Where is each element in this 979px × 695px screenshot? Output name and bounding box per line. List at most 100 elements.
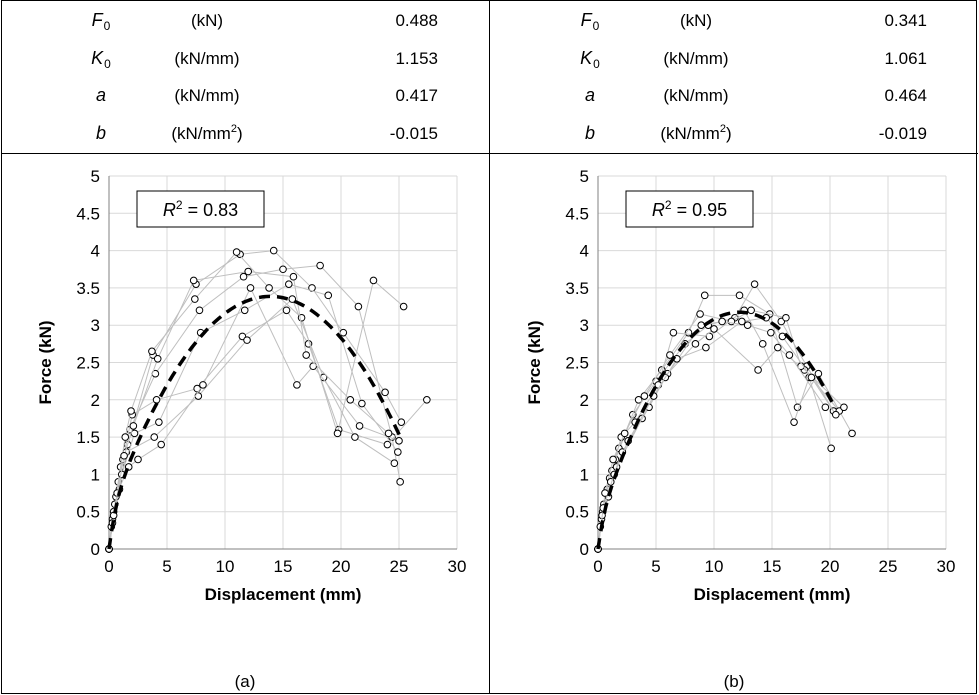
y-tick-label: 1.5 [76, 428, 100, 447]
y-axis-title: Force (kN) [36, 320, 55, 404]
data-point [189, 276, 198, 285]
data-point [848, 429, 856, 438]
data-point [346, 396, 355, 404]
param-unit: (kN/mm) [663, 77, 728, 114]
data-point [782, 313, 790, 322]
param-value: -0.019 [878, 123, 927, 143]
data-point [609, 455, 617, 464]
data-point [620, 429, 629, 438]
param-symbol-subscript: 0 [592, 19, 600, 33]
data-point [195, 306, 204, 315]
data-point [700, 291, 709, 300]
data-point [354, 302, 363, 311]
data-point [384, 429, 393, 438]
data-point [152, 396, 161, 404]
y-tick-label: 5 [91, 167, 100, 186]
param-symbol-subscript: 0 [593, 56, 600, 71]
y-tick-label: 1 [580, 465, 589, 484]
y-tick-label: 2.5 [565, 354, 589, 373]
param-value: -0.015 [389, 123, 438, 143]
data-point [324, 291, 333, 300]
param-symbol-letter: K [91, 47, 104, 68]
chart-panel-b: 0 5 10 15 20 25 30 0 0.5 1 1.5 2 2.5 3 3.5 4 4.5 5 Displac… [490, 155, 978, 693]
param-row: K0 (kN/mm) 1.061 [490, 40, 978, 77]
row-divider [1, 153, 978, 154]
param-unit: (kN/mm) [663, 40, 728, 77]
param-unit-exponent: 2 [719, 122, 726, 135]
data-point [351, 433, 359, 441]
x-tick-label: 20 [821, 557, 840, 576]
data-point [153, 354, 162, 363]
param-row: a (kN/mm) 0.417 [1, 77, 489, 114]
data-point [778, 332, 787, 341]
data-point [718, 317, 726, 326]
data-point [282, 306, 291, 315]
param-symbol: K0 [91, 40, 111, 83]
r-exponent: 2 [665, 198, 672, 212]
param-unit: (kN/mm2) [171, 115, 242, 152]
data-point [134, 455, 142, 464]
data-point [150, 433, 159, 441]
y-tick-label: 2 [91, 391, 100, 410]
data-point [691, 340, 700, 348]
series-line [108, 283, 399, 550]
data-series [105, 267, 393, 553]
data-point [199, 381, 207, 389]
param-value: 0.417 [395, 86, 438, 105]
param-symbol-letter: K [580, 47, 593, 68]
param-symbol: K0 [580, 40, 600, 83]
data-point [814, 369, 823, 378]
data-series [594, 306, 848, 553]
data-point [840, 403, 848, 412]
y-tick-label: 5 [580, 167, 589, 186]
r-value: = 0.83 [183, 200, 239, 220]
data-point [265, 284, 273, 292]
series-line [597, 320, 826, 550]
r-squared-label: R2 = 0.83 [163, 198, 238, 220]
parameter-table-b: F0 (kN) 0.341 K0 (kN/mm) 1.061 a (kN/mm) 0.464 b(… [490, 2, 978, 153]
param-unit-text: (kN/mm) [174, 86, 240, 105]
r-value: = 0.95 [672, 200, 728, 220]
data-point [735, 291, 744, 300]
data-point [383, 440, 392, 449]
data-point [355, 422, 364, 430]
r-squared-box [136, 190, 265, 228]
data-point [129, 422, 138, 430]
param-unit-text: (kN/mm) [663, 48, 729, 68]
data-point [279, 265, 287, 274]
param-value: 0.464 [884, 86, 927, 105]
param-value: 1.153 [395, 48, 438, 68]
data-point [157, 440, 165, 449]
data-series [594, 313, 840, 553]
data-point [696, 310, 704, 318]
data-point [358, 399, 366, 408]
param-value: 0.488 [395, 11, 438, 30]
data-point [423, 396, 431, 404]
y-tick-label: 1.5 [565, 428, 589, 447]
y-tick-label: 0.5 [565, 503, 589, 522]
x-tick-label: 5 [162, 557, 171, 576]
data-series [105, 248, 408, 553]
data-point [243, 336, 251, 344]
series-line [108, 251, 404, 550]
x-tick-label: 0 [593, 557, 602, 576]
data-point [316, 261, 324, 270]
param-value: 0.341 [884, 11, 927, 30]
data-point [395, 437, 403, 445]
y-tick-label: 1 [91, 465, 100, 484]
data-point [191, 295, 199, 303]
param-symbol-letter: F [580, 10, 592, 30]
data-point [710, 325, 718, 333]
data-point [127, 407, 135, 415]
series-line [108, 309, 428, 550]
fitted-curve [596, 310, 836, 550]
r-squared-label: R2 = 0.95 [652, 198, 727, 220]
r-squared-box [625, 190, 754, 228]
data-series [105, 284, 403, 553]
y-tick-label: 2 [580, 391, 589, 410]
series-line [597, 309, 832, 550]
x-tick-label: 15 [763, 557, 782, 576]
y-tick-label: 3 [580, 316, 589, 335]
x-tick-label: 10 [216, 557, 235, 576]
x-tick-label: 15 [274, 557, 293, 576]
